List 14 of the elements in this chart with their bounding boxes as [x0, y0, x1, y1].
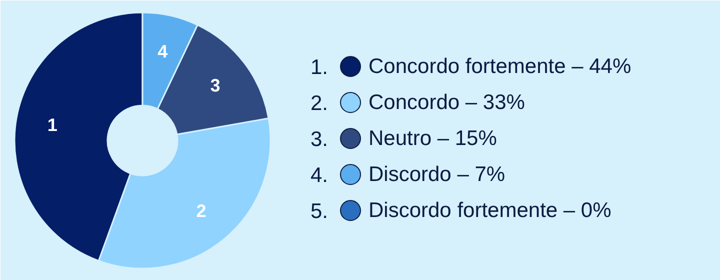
text: 2. [310, 92, 328, 115]
text: 1. [310, 56, 328, 79]
text: 4. [310, 164, 328, 187]
legend-label: Discordo – 7% [368, 163, 506, 186]
text: 4 [158, 42, 168, 62]
legend-label: Neutro – 15% [368, 127, 497, 150]
text: 3. [310, 128, 328, 151]
text: 2 [196, 201, 206, 222]
text: 3 [210, 76, 220, 96]
text: 5. [310, 200, 328, 223]
legend-label: Concordo fortemente – 44% [368, 55, 632, 78]
legend-label: Discordo fortemente – 0% [368, 199, 612, 222]
text: 1 [47, 115, 58, 136]
legend-label: Concordo – 33% [368, 91, 525, 114]
